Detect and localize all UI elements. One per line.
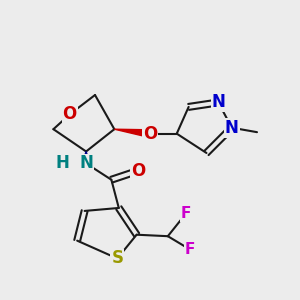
Text: F: F	[185, 242, 195, 257]
Text: N: N	[79, 154, 93, 172]
Text: H: H	[56, 154, 69, 172]
Polygon shape	[82, 152, 90, 164]
Text: S: S	[111, 250, 123, 268]
Text: O: O	[143, 125, 157, 143]
Text: F: F	[181, 206, 191, 221]
Text: O: O	[63, 105, 77, 123]
Text: O: O	[131, 162, 145, 180]
Text: N: N	[212, 93, 225, 111]
Polygon shape	[114, 129, 151, 137]
Text: N: N	[225, 119, 239, 137]
